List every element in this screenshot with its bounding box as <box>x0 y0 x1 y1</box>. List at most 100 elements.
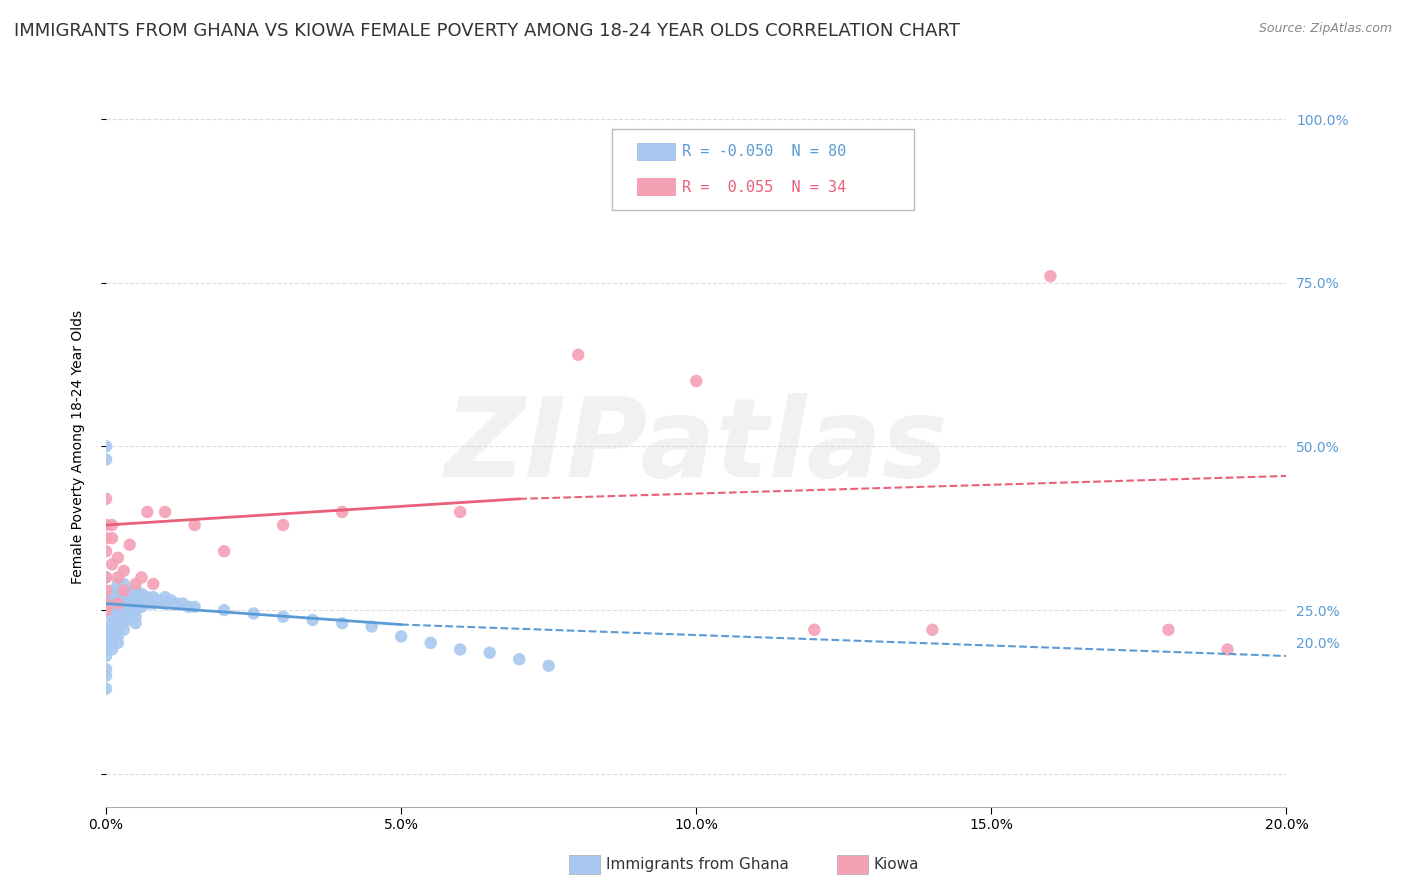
Point <box>449 505 471 519</box>
Point <box>101 609 124 624</box>
Point <box>94 518 117 533</box>
Point <box>183 518 205 533</box>
Point <box>112 623 135 637</box>
Point <box>94 531 117 545</box>
Point <box>389 629 412 643</box>
Point <box>124 583 146 598</box>
Point <box>685 374 707 388</box>
Point <box>107 577 129 591</box>
Point <box>118 583 141 598</box>
Point <box>94 603 117 617</box>
Point <box>101 518 124 533</box>
Point <box>94 544 117 558</box>
Point <box>94 570 117 584</box>
Point <box>107 629 129 643</box>
Point <box>101 629 124 643</box>
Text: ZIPatlas: ZIPatlas <box>444 393 948 500</box>
Point <box>508 652 530 666</box>
Point <box>107 583 129 598</box>
Point <box>107 597 129 611</box>
Point <box>112 577 135 591</box>
Point <box>107 603 129 617</box>
Point <box>921 623 943 637</box>
Point <box>124 609 146 624</box>
Point <box>101 636 124 650</box>
Text: R = -0.050  N = 80: R = -0.050 N = 80 <box>682 145 846 160</box>
Point <box>166 597 188 611</box>
Point <box>330 616 353 631</box>
Point <box>107 550 129 565</box>
Point <box>112 597 135 611</box>
Point <box>330 505 353 519</box>
Text: R =  0.055  N = 34: R = 0.055 N = 34 <box>682 179 846 194</box>
Point <box>177 599 200 614</box>
Point <box>94 636 117 650</box>
Text: Kiowa: Kiowa <box>873 857 918 871</box>
Point <box>107 590 129 604</box>
Point <box>101 583 124 598</box>
Point <box>160 593 183 607</box>
Point <box>94 570 117 584</box>
Point <box>131 593 153 607</box>
Point <box>94 597 117 611</box>
Point <box>112 583 135 598</box>
Point <box>118 597 141 611</box>
Point <box>148 593 170 607</box>
Point <box>107 636 129 650</box>
Point <box>419 636 441 650</box>
Point <box>107 609 129 624</box>
Point <box>101 603 124 617</box>
Point <box>803 623 825 637</box>
Point <box>301 613 323 627</box>
Point <box>112 613 135 627</box>
Point <box>112 564 135 578</box>
Point <box>131 587 153 601</box>
Point <box>112 593 135 607</box>
Point <box>94 603 117 617</box>
Point <box>94 681 117 696</box>
Point <box>142 590 165 604</box>
Point <box>183 599 205 614</box>
Point <box>101 593 124 607</box>
Point <box>242 607 264 621</box>
Point <box>478 646 501 660</box>
Point <box>124 616 146 631</box>
Point <box>131 570 153 584</box>
Point <box>101 558 124 572</box>
Point <box>124 603 146 617</box>
Point <box>118 590 141 604</box>
Point <box>212 544 235 558</box>
Point <box>107 570 129 584</box>
Text: Immigrants from Ghana: Immigrants from Ghana <box>606 857 789 871</box>
Point <box>142 577 165 591</box>
Point <box>537 658 560 673</box>
Point <box>136 505 159 519</box>
Point <box>94 440 117 454</box>
Text: IMMIGRANTS FROM GHANA VS KIOWA FEMALE POVERTY AMONG 18-24 YEAR OLDS CORRELATION : IMMIGRANTS FROM GHANA VS KIOWA FEMALE PO… <box>14 22 960 40</box>
Point <box>136 590 159 604</box>
Point <box>567 348 589 362</box>
Point <box>101 597 124 611</box>
Point <box>142 597 165 611</box>
Point <box>101 599 124 614</box>
Point <box>118 538 141 552</box>
Point <box>118 609 141 624</box>
Point <box>107 616 129 631</box>
Point <box>1216 642 1239 657</box>
Point <box>449 642 471 657</box>
Point <box>94 623 117 637</box>
Point <box>124 577 146 591</box>
Point <box>112 607 135 621</box>
Point <box>101 531 124 545</box>
Point <box>153 505 176 519</box>
Point <box>153 597 176 611</box>
Point <box>112 616 135 631</box>
Point <box>153 590 176 604</box>
Point <box>112 603 135 617</box>
Point <box>1157 623 1180 637</box>
Y-axis label: Female Poverty Among 18-24 Year Olds: Female Poverty Among 18-24 Year Olds <box>72 310 86 583</box>
Point <box>124 597 146 611</box>
Point <box>94 668 117 682</box>
Point <box>101 623 124 637</box>
Point <box>94 662 117 676</box>
